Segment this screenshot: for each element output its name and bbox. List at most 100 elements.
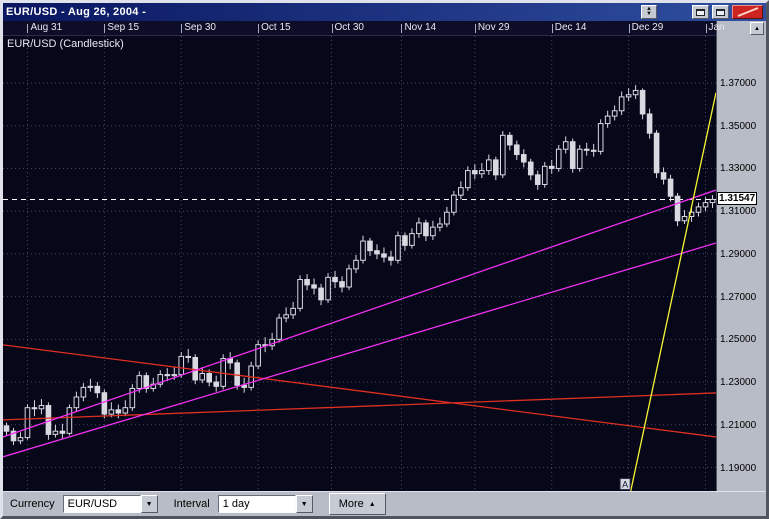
candle [709, 195, 716, 208]
candle [66, 404, 73, 436]
interval-label: Interval [173, 498, 210, 510]
date-tick [401, 24, 403, 33]
candle [276, 313, 282, 343]
draw-trendline-button[interactable] [732, 5, 763, 19]
candle [339, 276, 345, 293]
window-icon [696, 8, 705, 16]
candle [304, 274, 310, 291]
candle [618, 91, 625, 116]
candle [681, 210, 688, 224]
date-tick-label: Aug 31 [30, 22, 63, 33]
annotation-marker[interactable]: A [619, 478, 631, 491]
date-tick-label: Jan [708, 22, 725, 33]
tile-windows-button[interactable] [692, 5, 709, 19]
candle [108, 402, 115, 418]
candlesticks-layer [3, 85, 716, 446]
price-tick-label: 1.21000 [720, 419, 757, 431]
candle [423, 219, 429, 242]
scroll-spinner-button[interactable]: ▲ ▼ [641, 5, 657, 19]
candle [402, 232, 408, 251]
down-arrow-icon: ▼ [646, 11, 652, 17]
candle [395, 231, 401, 264]
candle [625, 88, 632, 102]
candle [164, 368, 171, 381]
candle [590, 143, 597, 157]
candle [353, 254, 359, 274]
candle [143, 372, 150, 393]
up-arrow-icon: ▲ [754, 25, 760, 32]
candle [437, 217, 443, 232]
window-icon [716, 8, 725, 16]
candle [17, 432, 24, 445]
candle [80, 383, 87, 402]
interval-dropdown[interactable]: 1 day ▼ [217, 495, 313, 513]
candle [325, 273, 331, 304]
chart-series-label: EUR/USD (Candlestick) [7, 38, 124, 50]
up-arrow-icon: ▲ [646, 6, 652, 12]
candle [458, 181, 464, 200]
candle [513, 140, 520, 160]
trendline-magenta-upper[interactable] [3, 189, 716, 438]
date-tick-label: Dec 14 [554, 22, 587, 33]
date-tick-label: Oct 15 [261, 22, 291, 33]
date-tick-label: Oct 30 [334, 22, 364, 33]
candle [115, 404, 122, 419]
main-area: Aug 31 Sep 15 Sep 30 Oct 15 Oct 30 Nov 14 Nov … [3, 21, 766, 491]
diagonal-line-icon [737, 7, 758, 17]
interval-value[interactable]: 1 day [217, 495, 296, 513]
price-tick-label: 1.23000 [720, 377, 757, 389]
currency-label: Currency [10, 498, 55, 510]
date-tick-label: Dec 29 [631, 22, 664, 33]
candle [674, 193, 681, 227]
currency-value[interactable]: EUR/USD [62, 495, 141, 513]
candle [297, 275, 303, 312]
candle [59, 423, 66, 439]
candle [199, 367, 206, 384]
price-tick-label: 1.33000 [720, 163, 757, 175]
candle [213, 375, 220, 392]
candlestick-chart[interactable]: A [3, 36, 716, 491]
price-axis: ▲ 1.37000 1.35000 1.33000 1.31000 1.29000 1.2… [716, 21, 766, 491]
candle [667, 174, 674, 202]
chevron-down-icon[interactable]: ▼ [140, 495, 158, 513]
date-tick [27, 24, 29, 33]
candle [73, 391, 80, 412]
candle [178, 352, 185, 378]
chart-plot-area[interactable]: EUR/USD (Candlestick) A [3, 36, 716, 491]
scroll-up-button[interactable]: ▲ [750, 22, 764, 35]
date-tick-label: Sep 30 [184, 22, 216, 33]
candle [451, 190, 457, 216]
candle [653, 129, 660, 179]
candle [311, 278, 317, 295]
candle [94, 382, 101, 399]
price-tick-label: 1.27000 [720, 291, 757, 303]
price-tick-label: 1.25000 [720, 334, 757, 346]
candle [541, 162, 548, 188]
currency-dropdown[interactable]: EUR/USD ▼ [62, 495, 158, 513]
trendline-red-descending[interactable] [3, 344, 716, 438]
candle [241, 377, 247, 393]
candle [38, 399, 45, 415]
candle [332, 270, 338, 289]
more-button[interactable]: More ▲ [328, 493, 386, 515]
price-tick-label: 1.19000 [720, 462, 757, 474]
candle [129, 384, 136, 411]
candle [527, 158, 534, 181]
trendlines-layer [3, 92, 716, 491]
trendline-red-ascending[interactable] [3, 392, 716, 421]
candle [3, 422, 10, 436]
candle [31, 400, 38, 417]
candle [506, 132, 513, 151]
candle [87, 378, 94, 392]
candle [472, 164, 478, 180]
trendline-yellow-steep[interactable] [630, 92, 716, 491]
titlebar: EUR/USD - Aug 26, 2004 - ▲ ▼ [3, 3, 766, 21]
candle [562, 136, 569, 154]
chevron-down-icon[interactable]: ▼ [295, 495, 313, 513]
date-tick [181, 24, 183, 33]
trendline-magenta-lower[interactable] [3, 242, 716, 458]
cascade-windows-button[interactable] [712, 5, 729, 19]
candle [318, 283, 324, 306]
candle [388, 250, 394, 266]
